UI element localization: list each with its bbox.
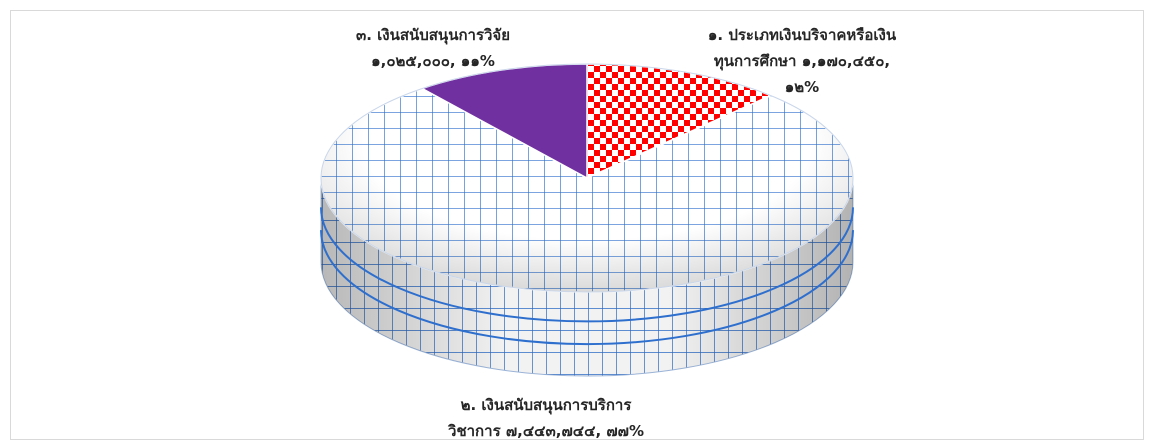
slice3-label-line1: ๓. เงินสนับสนุนการวิจัย [355,26,511,44]
slice3-label-line2: ๑,๐๒๕,๐๐๐, ๑๑% [371,52,495,70]
slice2-label: ๒. เงินสนับสนุนการบริการ วิชาการ ๗,๔๔๓,๗… [426,392,666,444]
pie-side-band-2 [320,230,854,346]
slice2-label-line1: ๒. เงินสนับสนุนการบริการ [460,396,632,414]
pie-side-shade [321,178,853,376]
slice3-label: ๓. เงินสนับสนุนการวิจัย ๑,๐๒๕,๐๐๐, ๑๑% [318,22,548,74]
slice1-label: ๑. ประเภทเงินบริจาคหรือเงิน ทุนการศึกษา … [672,22,932,100]
slice1-label-line2: ทุนการศึกษา ๑,๑๗๐,๔๕๐, [713,52,891,70]
slice1-label-line1: ๑. ประเภทเงินบริจาคหรือเงิน [707,26,897,44]
slice1-label-line3: ๑๒% [784,78,820,96]
slice2-label-line2: วิชาการ ๗,๔๔๓,๗๔๔, ๗๗% [448,422,644,440]
pie-side-band-1 [320,207,854,323]
pie-top-outline [320,63,854,293]
